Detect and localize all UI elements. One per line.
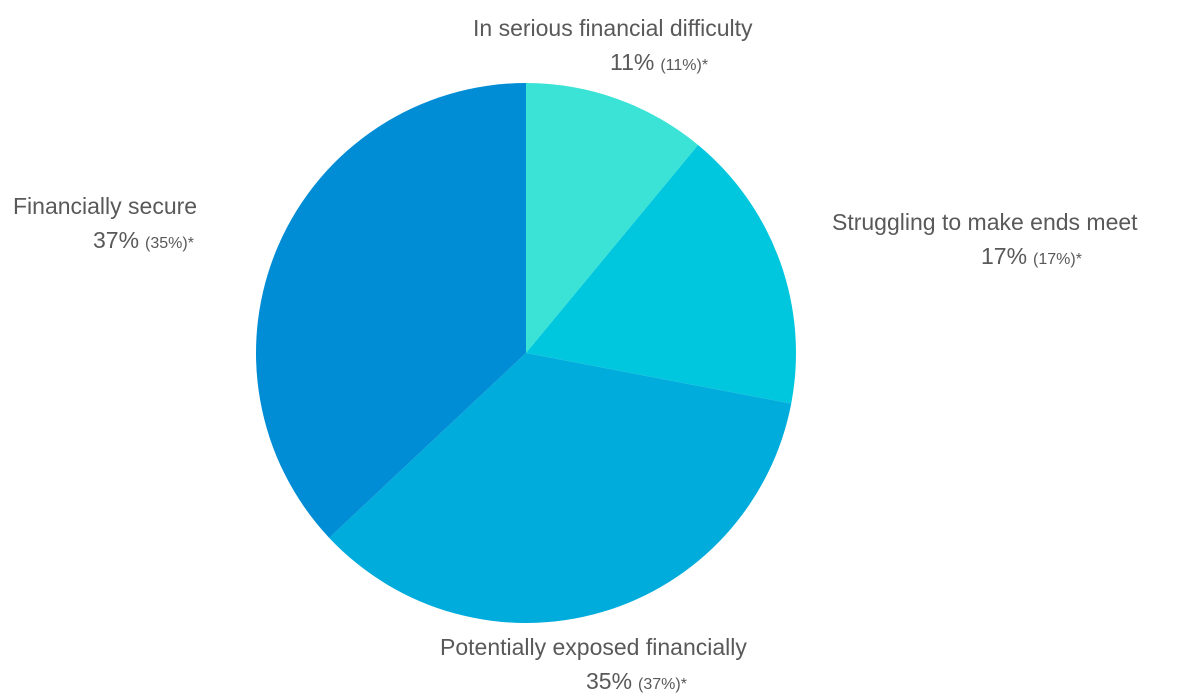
slice-value-label: 35% — [586, 668, 633, 694]
slice-label-struggling: Struggling to make ends meet 17% (17%)* — [832, 211, 1138, 268]
slice-previous-value-label: (17%)* — [1033, 251, 1082, 268]
slice-category-label: In serious financial difficulty — [473, 15, 753, 41]
slice-label-serious-difficulty: In serious financial difficulty 11% (11%)… — [473, 17, 753, 74]
slice-value-line: 37% (35%)* — [13, 229, 197, 252]
slice-value-label: 11% — [610, 49, 655, 75]
slice-value-line: 35% (37%)* — [440, 670, 747, 693]
slice-previous-value-label: (11%)* — [660, 57, 709, 74]
slice-label-potentially-exposed: Potentially exposed financially 35% (37%)… — [440, 636, 747, 693]
slice-previous-value-label: (37%)* — [638, 676, 687, 693]
slice-category-label: Potentially exposed financially — [440, 634, 747, 660]
pie-slice-struggling — [526, 144, 797, 404]
slice-label-financially-secure: Financially secure 37% (35%)* — [13, 195, 197, 252]
slice-value-line: 11% (11%)* — [473, 51, 753, 74]
slice-previous-value-label: (35%)* — [145, 235, 194, 252]
slice-category-label: Struggling to make ends meet — [832, 209, 1138, 235]
slice-category-label: Financially secure — [13, 193, 198, 219]
slice-value-label: 17% — [981, 243, 1028, 269]
pie-slice-serious-difficulty — [526, 83, 699, 353]
slice-value-line: 17% (17%)* — [832, 245, 1138, 268]
slice-value-label: 37% — [93, 227, 140, 253]
pie-slice-financially-secure — [255, 83, 526, 538]
pie-slice-potentially-exposed — [329, 353, 792, 624]
